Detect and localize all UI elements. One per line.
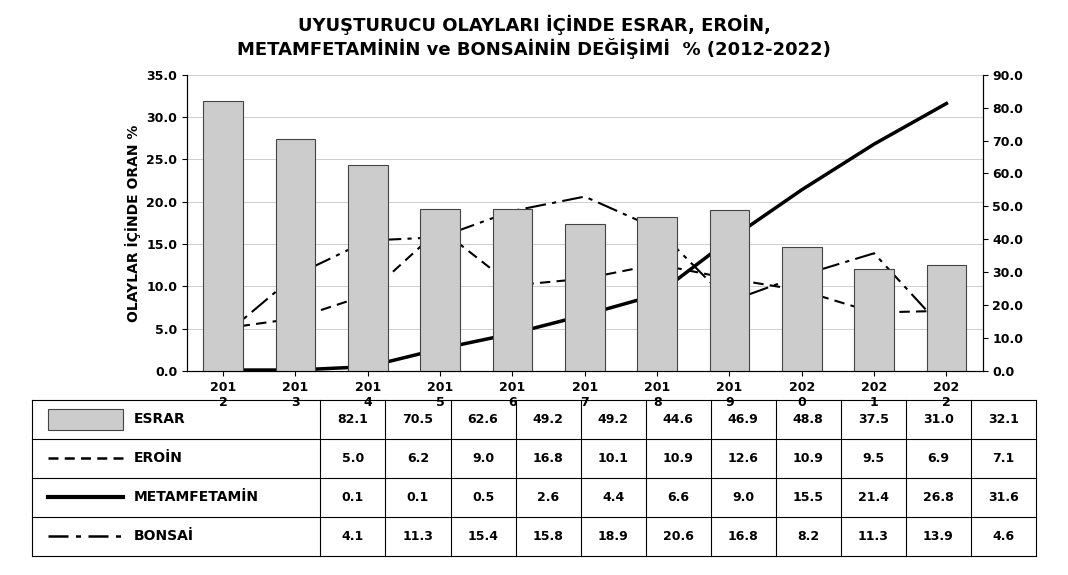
Text: 4.6: 4.6 [992,530,1015,543]
Text: 16.8: 16.8 [533,452,564,465]
Text: ESRAR: ESRAR [134,412,185,426]
Text: 15.4: 15.4 [468,530,499,543]
Text: 82.1: 82.1 [337,413,368,426]
Text: 0.1: 0.1 [407,491,429,504]
Text: EROİN: EROİN [134,451,183,465]
Bar [565,224,604,371]
Text: 0.5: 0.5 [472,491,494,504]
Text: 26.8: 26.8 [923,491,954,504]
Text: 21.4: 21.4 [858,491,889,504]
Text: 49.2: 49.2 [598,413,629,426]
Text: 37.5: 37.5 [858,413,889,426]
Text: 62.6: 62.6 [468,413,499,426]
Text: 6.9: 6.9 [927,452,949,465]
Text: 0.1: 0.1 [342,491,364,504]
Bar [348,165,388,371]
Text: 10.9: 10.9 [792,452,823,465]
Text: 5.0: 5.0 [342,452,364,465]
Text: 8.2: 8.2 [797,530,819,543]
Text: 11.3: 11.3 [403,530,434,543]
Bar [276,139,315,371]
Text: 15.5: 15.5 [792,491,823,504]
Text: 49.2: 49.2 [533,413,564,426]
Text: 15.8: 15.8 [533,530,564,543]
Text: 32.1: 32.1 [988,413,1019,426]
Text: 10.1: 10.1 [598,452,629,465]
Bar [782,247,821,371]
Text: UYUŞTURUCU OLAYLARI İÇİNDE ESRAR, EROİN,
METAMFETAMİNİN ve BONSAİNİN DEĞİŞİMİ  %: UYUŞTURUCU OLAYLARI İÇİNDE ESRAR, EROİN,… [237,14,831,59]
Text: 9.0: 9.0 [472,452,494,465]
Bar [638,217,677,371]
Text: 2.6: 2.6 [537,491,560,504]
Text: 6.6: 6.6 [668,491,689,504]
Text: 12.6: 12.6 [727,452,758,465]
Text: BONSAİ: BONSAİ [134,530,193,543]
Bar [927,265,967,371]
Text: 20.6: 20.6 [663,530,693,543]
Text: 13.9: 13.9 [923,530,954,543]
Bar [492,209,532,371]
Y-axis label: OLAYLAR İÇİNDE ORAN %: OLAYLAR İÇİNDE ORAN % [125,124,141,321]
Text: 48.8: 48.8 [792,413,823,426]
Text: 4.4: 4.4 [602,491,625,504]
Text: 9.5: 9.5 [862,452,884,465]
Text: 18.9: 18.9 [598,530,628,543]
Text: 6.2: 6.2 [407,452,429,465]
Text: 7.1: 7.1 [992,452,1015,465]
Bar [854,269,894,371]
Text: 11.3: 11.3 [858,530,889,543]
Text: 9.0: 9.0 [733,491,754,504]
Bar [709,210,750,371]
Text: 46.9: 46.9 [728,413,758,426]
Text: 70.5: 70.5 [403,413,434,426]
Text: 4.1: 4.1 [342,530,364,543]
Text: 31.0: 31.0 [923,413,954,426]
Text: METAMFETAMİN: METAMFETAMİN [134,490,258,504]
Text: 44.6: 44.6 [663,413,693,426]
Bar [203,101,242,371]
Text: 10.9: 10.9 [663,452,693,465]
Bar [420,209,460,371]
Text: 31.6: 31.6 [988,491,1019,504]
Text: 16.8: 16.8 [728,530,758,543]
